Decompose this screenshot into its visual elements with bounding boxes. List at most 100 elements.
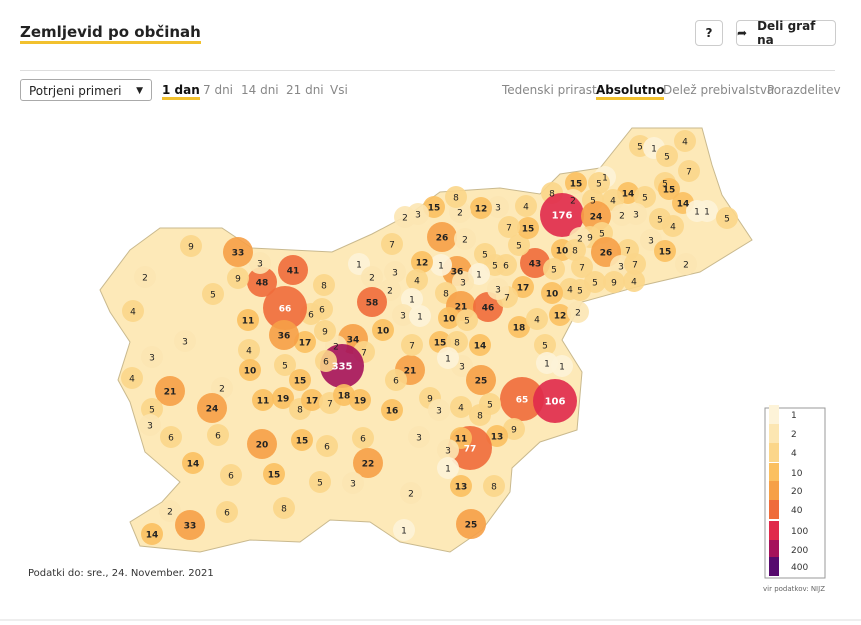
municipality [294, 331, 316, 353]
mode-tab[interactable]: Porazdelitev [767, 83, 841, 97]
municipality-label: 77 [464, 445, 477, 455]
municipality-label: 22 [362, 460, 375, 470]
period-tab[interactable]: 21 dni [286, 83, 324, 97]
municipality [220, 464, 242, 486]
municipality-label: 33 [232, 249, 245, 259]
municipality [207, 424, 229, 446]
municipality [381, 399, 403, 421]
municipality-label: 43 [529, 260, 542, 270]
municipality [361, 266, 383, 288]
period-tab[interactable]: 1 dan [162, 83, 200, 100]
municipality-label: 58 [366, 299, 379, 309]
municipality-label: 3 [460, 279, 466, 289]
municipality-label: 9 [611, 279, 617, 289]
municipality-label: 7 [686, 168, 692, 178]
municipality-label: 2 [619, 212, 625, 222]
municipality-label: 48 [256, 279, 269, 289]
municipality [400, 482, 422, 504]
municipality-label: 9 [587, 234, 593, 244]
municipality-label: 25 [475, 377, 488, 387]
municipality-label: 5 [664, 153, 670, 163]
municipality [269, 320, 299, 350]
municipality-label: 1 [694, 208, 700, 218]
municipality-label: 7 [632, 261, 638, 271]
municipality-label: 24 [590, 213, 603, 223]
mode-tab[interactable]: Tedenski prirast [502, 83, 597, 97]
municipality [314, 320, 336, 342]
municipality-label: 1 [476, 271, 482, 281]
municipality [385, 369, 407, 391]
municipality [438, 307, 460, 329]
municipality [487, 196, 509, 218]
municipality [278, 255, 308, 285]
municipality-label: 5 [482, 251, 488, 261]
municipality-label: 3 [182, 338, 188, 348]
municipality [658, 178, 680, 200]
mode-tab[interactable]: Absolutno [596, 83, 665, 100]
municipality-label: 18 [338, 392, 351, 402]
municipality [408, 426, 430, 448]
municipality-label: 2 [142, 274, 148, 284]
period-tab[interactable]: Vsi [330, 83, 348, 97]
municipality-label: 4 [129, 375, 135, 385]
help-button[interactable]: ? [695, 20, 723, 46]
municipality [678, 160, 700, 182]
municipality [406, 269, 428, 291]
legend-label: 2 [791, 430, 797, 440]
municipality-label: 2 [457, 209, 463, 219]
municipality-label: 34 [347, 336, 360, 346]
municipality [623, 270, 645, 292]
municipality [372, 319, 394, 341]
municipality [446, 331, 468, 353]
municipality-label: 3 [618, 263, 624, 273]
municipality-label: 6 [308, 311, 314, 321]
municipality-label: 335 [332, 362, 353, 373]
municipality [309, 471, 331, 493]
municipality [487, 278, 509, 300]
mode-tab[interactable]: Delež prebivalstva [663, 83, 775, 97]
municipality-label: 13 [455, 483, 468, 493]
municipality [273, 497, 295, 519]
municipality-label: 6 [503, 262, 509, 272]
card-edge [0, 619, 861, 621]
municipality-label: 13 [491, 433, 504, 443]
municipality-label: 1 [544, 360, 550, 370]
municipality-label: 10 [556, 247, 569, 257]
municipality [122, 300, 144, 322]
municipality-label: 15 [296, 437, 309, 447]
municipality-label: 10 [377, 327, 390, 337]
municipality [384, 261, 406, 283]
municipality-label: 2 [402, 214, 408, 224]
municipality-label: 7 [327, 400, 333, 410]
municipality-label: 19 [354, 397, 367, 407]
municipality-label: 9 [427, 395, 433, 405]
municipality [567, 301, 589, 323]
legend-label: 400 [791, 563, 808, 573]
municipality-label: 4 [130, 308, 136, 318]
municipality-label: 7 [504, 294, 510, 304]
municipality [401, 334, 423, 356]
municipality [515, 195, 537, 217]
municipality-label: 15 [663, 186, 676, 196]
municipality [549, 304, 571, 326]
municipality [223, 237, 253, 267]
legend-label: 4 [791, 449, 797, 459]
municipality [716, 207, 738, 229]
metric-select[interactable]: Potrjeni primeri ▼ [20, 79, 152, 101]
period-tab[interactable]: 7 dni [203, 83, 234, 97]
municipality [588, 172, 610, 194]
municipality [227, 267, 249, 289]
municipality [291, 429, 313, 451]
share-button[interactable]: ➦ Deli graf na [736, 19, 836, 47]
municipality-label: 176 [552, 211, 573, 222]
period-tab[interactable]: 14 dni [241, 83, 279, 97]
municipality-label: 1 [445, 355, 451, 365]
municipality-label: 5 [637, 143, 643, 153]
municipality-label: 11 [455, 435, 468, 445]
municipality-label: 3 [392, 269, 398, 279]
municipality [247, 267, 277, 297]
municipality [437, 439, 459, 461]
municipality [466, 365, 496, 395]
municipality-label: 6 [168, 434, 174, 444]
